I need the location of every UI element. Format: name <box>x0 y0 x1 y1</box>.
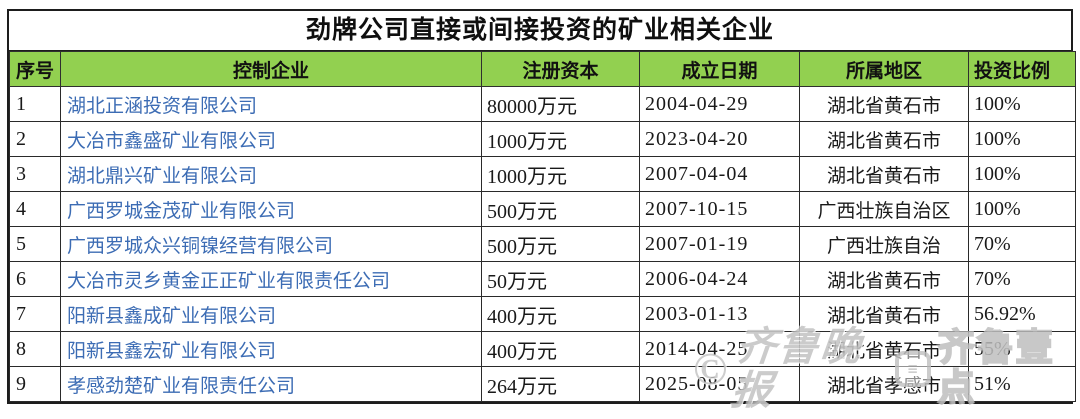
cell-no: 3 <box>9 156 61 192</box>
cell-no: 7 <box>9 296 61 332</box>
cell-date: 2007-01-19 <box>639 226 800 262</box>
cell-capital: 400万元 <box>481 331 640 367</box>
cell-region: 湖北省黄石市 <box>799 296 969 332</box>
table-body: 1 湖北正涵投资有限公司 80000万元 2004-04-29 湖北省黄石市 100% 2 大… <box>9 86 1076 402</box>
mining-companies-table: 劲牌公司直接或间接投资的矿业相关企业 序号 控制企业 注册资本 成立日期 所属地区 投资比… <box>7 9 1076 404</box>
cell-ratio: 100% <box>968 121 1076 157</box>
column-header-capital: 注册资本 <box>481 51 640 87</box>
cell-region: 湖北省黄石市 <box>799 121 969 157</box>
cell-capital: 80000万元 <box>481 86 640 122</box>
cell-ratio: 70% <box>968 261 1076 297</box>
cell-no: 2 <box>9 121 61 157</box>
company-link[interactable]: 大冶市鑫盛矿业有限公司 <box>60 121 482 157</box>
cell-capital: 400万元 <box>481 296 640 332</box>
cell-region: 广西壮族自治 <box>799 226 969 262</box>
table-row: 1 湖北正涵投资有限公司 80000万元 2004-04-29 湖北省黄石市 100% <box>9 86 1076 122</box>
cell-date: 2003-01-13 <box>639 296 800 332</box>
column-header-date: 成立日期 <box>639 51 800 87</box>
data-table: 序号 控制企业 注册资本 成立日期 所属地区 投资比例 1 湖北正涵投资有限公司 80000万… <box>9 51 1076 402</box>
cell-region: 湖北省孝感市 <box>799 366 969 402</box>
cell-ratio: 100% <box>968 86 1076 122</box>
company-link[interactable]: 大冶市灵乡黄金正正矿业有限责任公司 <box>60 261 482 297</box>
cell-no: 1 <box>9 86 61 122</box>
header-row: 序号 控制企业 注册资本 成立日期 所属地区 投资比例 <box>9 51 1076 87</box>
table-row: 3 湖北鼎兴矿业有限公司 1000万元 2007-04-04 湖北省黄石市 100% <box>9 156 1076 192</box>
cell-date: 2023-04-20 <box>639 121 800 157</box>
cell-no: 6 <box>9 261 61 297</box>
cell-no: 9 <box>9 366 61 402</box>
cell-region: 湖北省黄石市 <box>799 86 969 122</box>
table-row: 8 阳新县鑫宏矿业有限公司 400万元 2014-04-25 湖北省黄石市 55% <box>9 331 1076 367</box>
cell-region: 湖北省黄石市 <box>799 331 969 367</box>
table-row: 7 阳新县鑫成矿业有限公司 400万元 2003-01-13 湖北省黄石市 56.92% <box>9 296 1076 332</box>
cell-ratio: 56.92% <box>968 296 1076 332</box>
cell-no: 5 <box>9 226 61 262</box>
cell-no: 8 <box>9 331 61 367</box>
cell-date: 2007-04-04 <box>639 156 800 192</box>
table-row: 2 大冶市鑫盛矿业有限公司 1000万元 2023-04-20 湖北省黄石市 100% <box>9 121 1076 157</box>
company-link[interactable]: 广西罗城金茂矿业有限公司 <box>60 191 482 227</box>
table-row: 5 广西罗城众兴铜镍经营有限公司 500万元 2007-01-19 广西壮族自治 70% <box>9 226 1076 262</box>
cell-ratio: 55% <box>968 331 1076 367</box>
cell-capital: 1000万元 <box>481 121 640 157</box>
cell-date: 2004-04-29 <box>639 86 800 122</box>
table-row: 6 大冶市灵乡黄金正正矿业有限责任公司 50万元 2006-04-24 湖北省黄石市 70… <box>9 261 1076 297</box>
table-row: 9 孝感劲楚矿业有限责任公司 264万元 2025-08-05 湖北省孝感市 51% <box>9 366 1076 402</box>
cell-date: 2025-08-05 <box>639 366 800 402</box>
company-link[interactable]: 孝感劲楚矿业有限责任公司 <box>60 366 482 402</box>
cell-capital: 500万元 <box>481 191 640 227</box>
cell-region: 湖北省黄石市 <box>799 156 969 192</box>
cell-date: 2006-04-24 <box>639 261 800 297</box>
column-header-company: 控制企业 <box>60 51 482 87</box>
cell-ratio: 100% <box>968 156 1076 192</box>
cell-no: 4 <box>9 191 61 227</box>
table-row: 4 广西罗城金茂矿业有限公司 500万元 2007-10-15 广西壮族自治区 100% <box>9 191 1076 227</box>
cell-region: 广西壮族自治区 <box>799 191 969 227</box>
cell-date: 2007-10-15 <box>639 191 800 227</box>
cell-date: 2014-04-25 <box>639 331 800 367</box>
company-link[interactable]: 湖北鼎兴矿业有限公司 <box>60 156 482 192</box>
cell-ratio: 51% <box>968 366 1076 402</box>
column-header-ratio: 投资比例 <box>968 51 1076 87</box>
column-header-region: 所属地区 <box>799 51 969 87</box>
cell-capital: 264万元 <box>481 366 640 402</box>
company-link[interactable]: 湖北正涵投资有限公司 <box>60 86 482 122</box>
company-link[interactable]: 阳新县鑫成矿业有限公司 <box>60 296 482 332</box>
cell-capital: 1000万元 <box>481 156 640 192</box>
company-link[interactable]: 阳新县鑫宏矿业有限公司 <box>60 331 482 367</box>
cell-ratio: 70% <box>968 226 1076 262</box>
cell-capital: 50万元 <box>481 261 640 297</box>
company-link[interactable]: 广西罗城众兴铜镍经营有限公司 <box>60 226 482 262</box>
column-header-no: 序号 <box>9 51 61 87</box>
cell-ratio: 100% <box>968 191 1076 227</box>
cell-capital: 500万元 <box>481 226 640 262</box>
table-title: 劲牌公司直接或间接投资的矿业相关企业 <box>9 11 1071 51</box>
cell-region: 湖北省黄石市 <box>799 261 969 297</box>
